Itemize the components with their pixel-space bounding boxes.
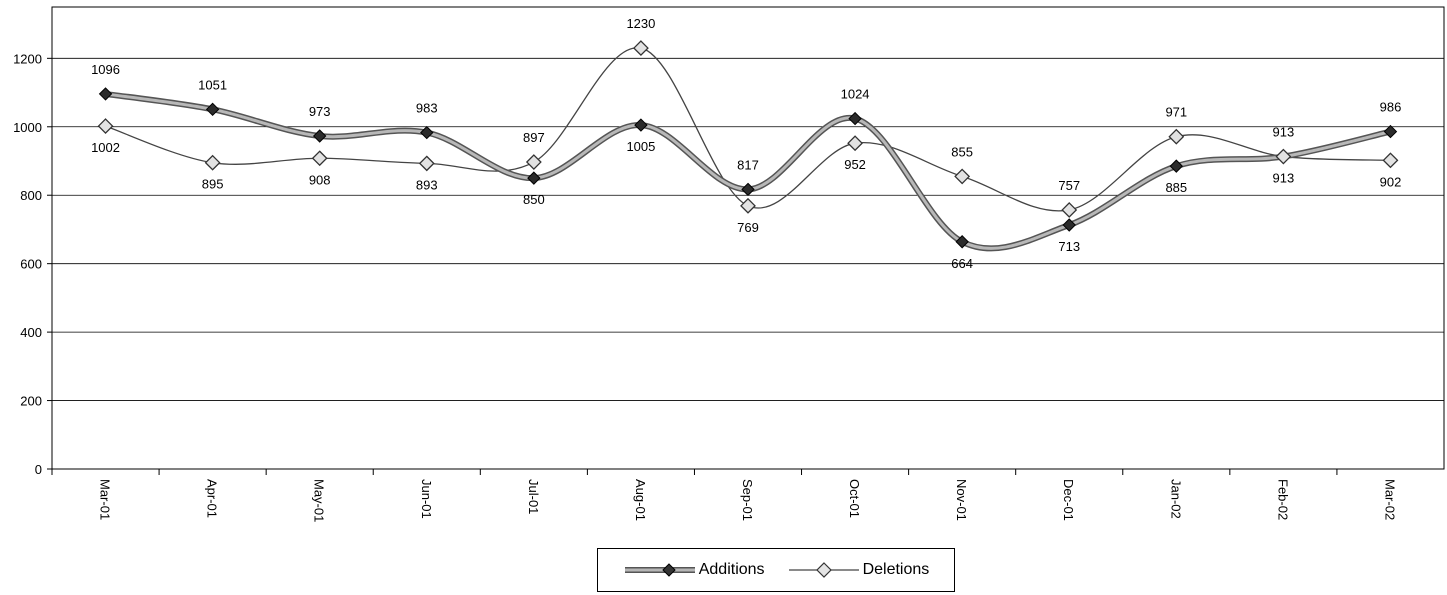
marker-deletions bbox=[525, 154, 542, 170]
y-tick-label: 600 bbox=[20, 257, 42, 272]
marker-additions bbox=[312, 129, 327, 143]
marker-additions bbox=[634, 118, 648, 132]
x-tick-label: Mar-01 bbox=[98, 479, 113, 520]
marker-deletions bbox=[1382, 152, 1399, 169]
marker-additions bbox=[527, 171, 541, 185]
axes bbox=[47, 6, 1445, 475]
x-tick-label: Jun-01 bbox=[419, 479, 434, 519]
data-label-deletions: 855 bbox=[951, 144, 973, 159]
x-tick-label: Oct-01 bbox=[847, 479, 862, 518]
additions-legend-swatch bbox=[624, 563, 695, 577]
legend-item-deletions: Deletions bbox=[787, 560, 930, 580]
marker-deletions bbox=[1061, 202, 1078, 218]
marker-deletions bbox=[418, 155, 435, 172]
data-label-additions: 986 bbox=[1380, 100, 1402, 115]
legend-label-additions: Additions bbox=[698, 561, 765, 578]
marker-additions bbox=[1169, 159, 1184, 173]
x-tick-label: Aug-01 bbox=[633, 479, 648, 521]
x-tick-label: Nov-01 bbox=[954, 479, 969, 521]
marker-additions bbox=[1062, 218, 1076, 232]
data-label-deletions: 1002 bbox=[91, 140, 120, 155]
x-tick-label: Jul-01 bbox=[526, 479, 541, 514]
y-tick-label: 1200 bbox=[13, 51, 42, 66]
x-axis-tick-labels: Mar-01 Apr-01 May-01 Jun-01 Jul-01 Aug-01 Sep-… bbox=[98, 479, 1398, 522]
series-markers bbox=[97, 40, 1399, 249]
data-label-additions: 664 bbox=[951, 256, 973, 271]
data-label-additions: 1096 bbox=[91, 62, 120, 77]
y-tick-label: 0 bbox=[35, 462, 42, 477]
data-label-additions: 1024 bbox=[841, 87, 870, 102]
y-tick-label: 1000 bbox=[13, 120, 42, 135]
marker-additions bbox=[1383, 124, 1398, 139]
data-label-deletions: 757 bbox=[1058, 178, 1080, 193]
data-label-additions: 1051 bbox=[198, 77, 227, 92]
marker-deletions bbox=[954, 168, 971, 185]
marker-additions bbox=[420, 125, 434, 140]
legend: Additions Deletions bbox=[597, 548, 955, 592]
data-label-additions: 1005 bbox=[626, 139, 655, 154]
data-label-additions: 713 bbox=[1058, 239, 1080, 254]
marker-additions bbox=[98, 87, 113, 101]
marker-deletions bbox=[847, 135, 863, 152]
data-label-deletions: 908 bbox=[309, 172, 331, 187]
data-label-deletions: 893 bbox=[416, 177, 438, 192]
data-label-deletions: 913 bbox=[1273, 171, 1295, 186]
marker-deletions bbox=[204, 154, 221, 171]
data-label-deletions: 895 bbox=[202, 177, 224, 192]
y-tick-label: 800 bbox=[20, 188, 42, 203]
legend-label-deletions: Deletions bbox=[862, 561, 930, 578]
data-label-deletions: 952 bbox=[844, 157, 866, 172]
x-tick-label: Sep-01 bbox=[740, 479, 755, 521]
x-tick-label: May-01 bbox=[312, 479, 327, 522]
data-label-deletions: 769 bbox=[737, 220, 759, 235]
data-labels: 1096 1002 1051 895 973 908 983 893 850 897 1005 123… bbox=[91, 16, 1401, 271]
marker-additions bbox=[205, 102, 220, 117]
marker-additions bbox=[848, 111, 862, 126]
data-label-additions: 817 bbox=[737, 157, 759, 172]
data-label-deletions: 971 bbox=[1165, 105, 1187, 120]
data-label-additions: 913 bbox=[1273, 125, 1295, 140]
plot-frame bbox=[51, 6, 1445, 470]
legend-item-additions: Additions bbox=[623, 560, 765, 580]
y-axis-tick-labels: 0 200 400 600 800 1000 1200 bbox=[13, 51, 42, 477]
x-tick-label: Dec-01 bbox=[1061, 479, 1076, 521]
marker-deletions bbox=[97, 118, 114, 135]
x-tick-label: Apr-01 bbox=[205, 479, 220, 518]
deletions-legend-swatch bbox=[788, 562, 859, 578]
data-label-additions: 973 bbox=[309, 104, 331, 119]
marker-deletions bbox=[1275, 148, 1292, 165]
marker-additions bbox=[955, 235, 969, 249]
marker-deletions bbox=[633, 40, 649, 56]
x-tick-label: Mar-02 bbox=[1382, 479, 1397, 520]
data-label-deletions: 897 bbox=[523, 130, 545, 145]
x-tick-label: Feb-02 bbox=[1275, 479, 1290, 520]
marker-deletions bbox=[1168, 128, 1185, 145]
series-lines bbox=[105, 47, 1392, 252]
y-tick-label: 200 bbox=[20, 394, 42, 409]
x-tick-label: Jan-02 bbox=[1168, 479, 1183, 519]
data-label-additions: 983 bbox=[416, 101, 438, 116]
data-label-deletions: 1230 bbox=[626, 16, 655, 31]
data-label-additions: 850 bbox=[523, 192, 545, 207]
y-tick-label: 400 bbox=[20, 325, 42, 340]
marker-deletions bbox=[740, 197, 756, 214]
marker-additions bbox=[741, 182, 755, 197]
marker-deletions bbox=[311, 150, 328, 167]
data-label-deletions: 902 bbox=[1380, 174, 1402, 189]
data-label-additions: 885 bbox=[1165, 180, 1187, 195]
